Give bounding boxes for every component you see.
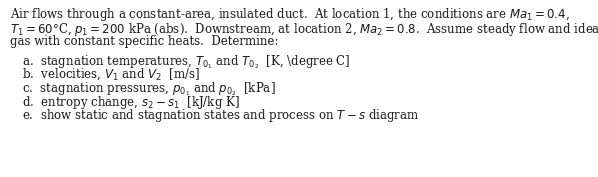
Text: gas with constant specific heats.  Determine:: gas with constant specific heats. Determ… bbox=[10, 35, 279, 48]
Text: a.  stagnation temperatures, $T_{0_1}$ and $T_{0_2}$  [K, \degree C]: a. stagnation temperatures, $T_{0_1}$ an… bbox=[22, 53, 350, 71]
Text: d.  entropy change, $s_2 - s_1$  [kJ/kg K]: d. entropy change, $s_2 - s_1$ [kJ/kg K] bbox=[22, 94, 240, 111]
Text: $T_1 = 60\degree$C, $p_1 = 200$ kPa (abs).  Downstream, at location 2, $Ma_2 = 0: $T_1 = 60\degree$C, $p_1 = 200$ kPa (abs… bbox=[10, 21, 598, 38]
Text: e.  show static and stagnation states and process on $T - s$ diagram: e. show static and stagnation states and… bbox=[22, 107, 419, 124]
Text: Air flows through a constant-area, insulated duct.  At location 1, the condition: Air flows through a constant-area, insul… bbox=[10, 6, 570, 23]
Text: c.  stagnation pressures, $p_{0_1}$ and $p_{0_2}$  [kPa]: c. stagnation pressures, $p_{0_1}$ and $… bbox=[22, 81, 276, 98]
Text: b.  velocities, $V_1$ and $V_2$  [m/s]: b. velocities, $V_1$ and $V_2$ [m/s] bbox=[22, 67, 200, 82]
